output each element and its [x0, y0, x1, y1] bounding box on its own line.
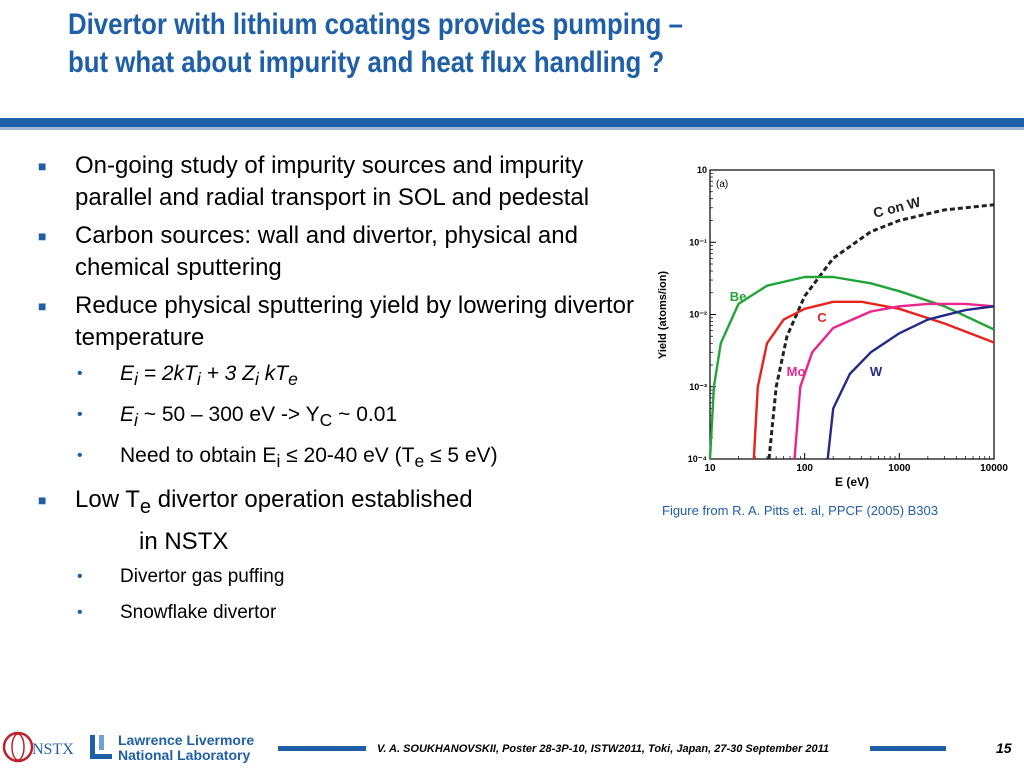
y-axis-label: Yield (atoms/ion)	[657, 271, 669, 360]
series-label: Mo	[787, 364, 806, 379]
bullet-text: Low Te divertor operation established	[75, 485, 473, 518]
title-line-1: Divertor with lithium coatings provides …	[68, 8, 683, 41]
title-rule-light	[0, 127, 1024, 130]
bullet-text: Reduce physical sputtering yield by lowe…	[75, 292, 634, 351]
series-line-c	[752, 300, 995, 460]
panel-label: (a)	[716, 179, 728, 190]
series-line-c-on-w	[767, 203, 995, 460]
sub-bullet-snowflake: • Snowflake divertor	[38, 600, 638, 626]
energy-range-text: Ei ~ 50 – 300 eV -> YC ~ 0.01	[120, 403, 398, 431]
sub-bullet-energy-range: • Ei ~ 50 – 300 eV -> YC ~ 0.01	[38, 401, 638, 434]
target-energy-text: Need to obtain Ei ≤ 20-40 eV (Te ≤ 5 eV)	[120, 444, 498, 472]
y-tick-label: 10⁻¹	[689, 237, 707, 247]
footer-rule-left	[278, 746, 366, 751]
square-bullet-icon: ■	[38, 228, 47, 244]
sub-bullet-text: Divertor gas puffing	[120, 566, 285, 588]
series-curves	[708, 203, 995, 460]
bullet-list: ■ On-going study of impurity sources and…	[38, 150, 638, 636]
figure-caption: Figure from R. A. Pitts et. al, PPCF (20…	[662, 503, 938, 518]
sub-bullet-energy-formula: • Ei = 2kTi + 3 Zi kTe	[38, 360, 638, 393]
sub-bullet-gas-puffing: • Divertor gas puffing	[38, 564, 638, 590]
bullet-text-continuation: in NSTX	[139, 528, 229, 556]
bullet-impurity-study: ■ On-going study of impurity sources and…	[38, 150, 638, 214]
dot-bullet-icon: •	[77, 447, 83, 465]
llnl-logo: Lawrence Livermore National Laboratory	[88, 733, 278, 765]
x-tick-label: 100	[796, 463, 813, 474]
y-tick-label: 10⁻³	[689, 382, 707, 392]
square-bullet-icon: ■	[38, 158, 47, 174]
bullet-low-te: ■ Low Te divertor operation established …	[38, 484, 638, 559]
title-line-2: but what about impurity and heat flux ha…	[68, 46, 665, 79]
square-bullet-icon: ■	[38, 298, 47, 314]
bullet-reduce-sputtering: ■ Reduce physical sputtering yield by lo…	[38, 290, 638, 354]
series-line-w	[826, 305, 995, 460]
axis-ticks: 10 100 1000 10000 10⁻⁴ 10⁻³ 10⁻² 10⁻¹ 10	[688, 165, 1009, 474]
series-line-be	[708, 275, 995, 460]
x-axis-label: E (eV)	[835, 475, 869, 489]
bullet-text: Carbon sources: wall and divertor, physi…	[75, 222, 578, 281]
series-label: W	[870, 364, 883, 379]
y-tick-label: 10⁻²	[689, 310, 707, 320]
bullet-text: On-going study of impurity sources and i…	[75, 152, 590, 211]
dot-bullet-icon: •	[77, 406, 83, 424]
sputtering-yield-chart: (a) Yield (atoms/ion) E (eV) 10 100 1000 10…	[657, 165, 1009, 489]
nstx-logo-text: NSTX	[32, 741, 74, 758]
x-tick-label: 1000	[888, 463, 911, 474]
formula-text: Ei = 2kTi + 3 Zi kTe	[120, 362, 298, 390]
dot-bullet-icon: •	[77, 365, 83, 382]
title-rule	[0, 118, 1024, 127]
footer-citation: V. A. SOUKHANOVSKII, Poster 28-3P-10, IS…	[377, 743, 829, 755]
sub-bullet-target-energy: • Need to obtain Ei ≤ 20-40 eV (Te ≤ 5 e…	[38, 442, 638, 475]
y-tick-label: 10⁻⁴	[688, 454, 707, 464]
footer-rule-right	[870, 746, 946, 751]
x-tick-label: 10000	[980, 463, 1008, 474]
series-label: C	[817, 310, 827, 325]
nstx-logo: NSTX	[2, 731, 74, 763]
square-bullet-icon: ■	[38, 491, 47, 508]
bullet-carbon-sources: ■ Carbon sources: wall and divertor, phy…	[38, 220, 638, 284]
dot-bullet-icon: •	[77, 568, 83, 586]
y-tick-label: 10	[697, 165, 707, 175]
series-label: Be	[730, 289, 747, 304]
sub-bullet-text: Snowflake divertor	[120, 602, 277, 624]
dot-bullet-icon: •	[77, 604, 83, 622]
page-number: 15	[996, 740, 1012, 756]
llnl-name: Lawrence Livermore National Laboratory	[118, 732, 255, 763]
slide-title: Divertor with lithium coatings provides …	[68, 6, 842, 82]
series-line-mo	[793, 302, 995, 460]
llnl-emblem-icon	[90, 735, 112, 759]
x-tick-label: 10	[704, 463, 716, 474]
